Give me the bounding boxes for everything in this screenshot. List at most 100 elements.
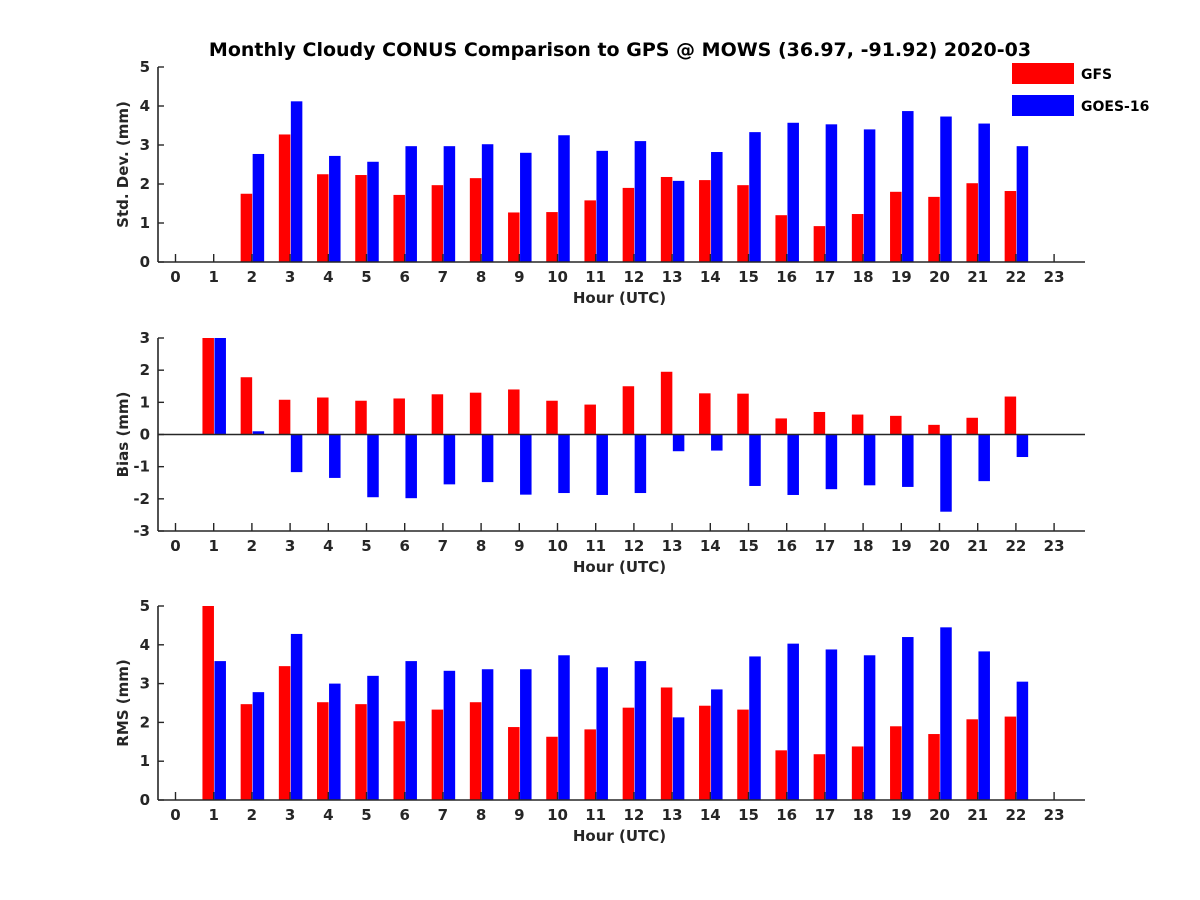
bar-goes-16-hour-22 (1016, 146, 1029, 262)
bar-gfs-hour-3 (278, 666, 291, 800)
bar-goes-16-hour-7 (443, 434, 456, 485)
bar-gfs-hour-4 (317, 174, 329, 262)
bar-gfs-hour-19 (890, 415, 902, 435)
y-tick-label: 3 (140, 675, 150, 693)
x-tick-label: 18 (853, 537, 874, 555)
x-tick-label: 14 (700, 268, 721, 286)
bar-goes-16-hour-15 (749, 132, 761, 262)
x-tick-label: 22 (1005, 537, 1026, 555)
bar-gfs-hour-20 (928, 196, 940, 262)
x-tick-label: 12 (623, 806, 644, 824)
bar-goes-16-hour-1 (214, 661, 226, 800)
x-tick-label: 5 (361, 806, 371, 824)
bar-gfs-hour-3 (278, 399, 291, 435)
x-tick-label: 21 (967, 268, 988, 286)
bar-goes-16-hour-9 (520, 152, 532, 262)
bar-gfs-hour-8 (469, 392, 482, 435)
y-tick-label: -2 (133, 490, 150, 508)
x-tick-label: 20 (929, 806, 950, 824)
bar-goes-16-hour-8 (481, 144, 494, 262)
bar-goes-16-hour-17 (825, 649, 838, 800)
x-tick-label: 19 (891, 537, 912, 555)
x-tick-label: 13 (662, 268, 683, 286)
bar-goes-16-hour-5 (367, 434, 379, 498)
bar-goes-16-hour-14 (711, 434, 723, 451)
bar-gfs-hour-5 (355, 400, 367, 435)
bar-goes-16-hour-6 (405, 661, 417, 800)
bar-goes-16-hour-18 (863, 434, 876, 486)
x-tick-label: 22 (1005, 806, 1026, 824)
bar-gfs-hour-16 (775, 215, 787, 262)
bar-goes-16-hour-20 (940, 627, 952, 800)
bar-goes-16-hour-6 (405, 146, 417, 262)
y-tick-label: 5 (140, 58, 150, 76)
bar-goes-16-hour-12 (634, 434, 647, 494)
bar-goes-16-hour-20 (940, 116, 952, 262)
bar-gfs-hour-16 (775, 750, 787, 800)
bar-gfs-hour-12 (622, 707, 635, 800)
x-tick-label: 7 (438, 537, 448, 555)
bar-gfs-hour-10 (546, 400, 558, 435)
y-tick-label: 3 (140, 136, 150, 154)
bar-gfs-hour-7 (431, 709, 444, 800)
bar-goes-16-hour-11 (596, 150, 608, 262)
y-tick-label: 1 (140, 393, 150, 411)
legend-swatch-gfs (1012, 63, 1074, 84)
bar-gfs-hour-9 (508, 389, 520, 435)
x-tick-label: 18 (853, 806, 874, 824)
bar-gfs-hour-9 (508, 212, 520, 262)
y-tick-label: 2 (140, 175, 150, 193)
bar-goes-16-hour-16 (787, 122, 799, 263)
y-tick-label: 0 (140, 253, 150, 271)
x-tick-label: 12 (623, 537, 644, 555)
x-tick-label: 7 (438, 268, 448, 286)
x-tick-label: 11 (585, 268, 606, 286)
bar-gfs-hour-5 (355, 175, 367, 262)
x-tick-label: 3 (285, 268, 295, 286)
bar-gfs-hour-21 (966, 417, 978, 435)
bar-goes-16-hour-21 (978, 651, 990, 800)
bar-goes-16-hour-17 (825, 124, 838, 262)
x-tick-label: 8 (476, 537, 486, 555)
bar-goes-16-hour-16 (787, 434, 799, 495)
x-tick-label: 13 (662, 806, 683, 824)
x-tick-label: 2 (247, 268, 257, 286)
bar-gfs-hour-10 (546, 736, 558, 800)
bar-goes-16-hour-12 (634, 141, 647, 262)
x-tick-label: 2 (247, 806, 257, 824)
bar-gfs-hour-21 (966, 183, 978, 262)
x-tick-label: 11 (585, 806, 606, 824)
bar-gfs-hour-18 (851, 414, 864, 435)
y-tick-label: 2 (140, 361, 150, 379)
bar-goes-16-hour-8 (481, 669, 494, 800)
x-tick-label: 1 (208, 806, 218, 824)
y-tick-label: 2 (140, 713, 150, 731)
chart-title: Monthly Cloudy CONUS Comparison to GPS @… (209, 39, 1031, 61)
bar-gfs-hour-7 (431, 185, 444, 262)
x-tick-label: 18 (853, 268, 874, 286)
x-tick-label: 11 (585, 537, 606, 555)
x-tick-label: 14 (700, 806, 721, 824)
bar-gfs-hour-8 (469, 178, 482, 262)
bar-gfs-hour-2 (240, 193, 253, 262)
bar-goes-16-hour-10 (558, 434, 570, 494)
x-tick-label: 17 (814, 268, 835, 286)
bar-goes-16-hour-7 (443, 670, 456, 800)
x-tick-label: 1 (208, 537, 218, 555)
bar-goes-16-hour-14 (711, 152, 723, 262)
y-axis-label: Bias (mm) (114, 392, 132, 478)
bar-goes-16-hour-2 (252, 153, 265, 262)
x-axis-label: Hour (UTC) (573, 289, 666, 307)
bar-gfs-hour-11 (584, 200, 596, 262)
x-tick-label: 10 (547, 268, 568, 286)
x-tick-label: 3 (285, 806, 295, 824)
x-axis-label: Hour (UTC) (573, 558, 666, 576)
bar-gfs-hour-7 (431, 394, 444, 435)
x-tick-label: 21 (967, 537, 988, 555)
x-tick-label: 12 (623, 268, 644, 286)
y-tick-label: 5 (140, 597, 150, 615)
x-tick-label: 4 (323, 806, 333, 824)
y-tick-label: 4 (140, 636, 150, 654)
